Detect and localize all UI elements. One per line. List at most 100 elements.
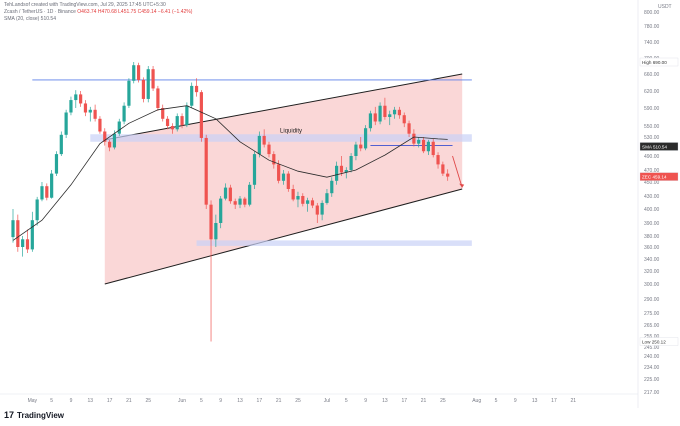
candle (59, 134, 63, 155)
y-tick-label: 275.00 (644, 311, 660, 317)
zec-price-label: ZEC 459.14 (642, 175, 667, 180)
candle (388, 114, 392, 117)
x-tick-label: 17 (257, 398, 263, 404)
candle (185, 105, 189, 126)
candle (301, 196, 305, 204)
liquidity-label: Liquidity (280, 128, 302, 134)
candle (262, 135, 266, 145)
candle (79, 94, 83, 104)
candle (69, 100, 73, 113)
candle (368, 113, 373, 129)
candle (378, 105, 382, 122)
candle (238, 198, 242, 205)
candle (436, 155, 440, 165)
y-tick-label: 320.00 (644, 269, 660, 275)
candle (199, 92, 203, 138)
sma-price-label: SMA 510.54 (642, 145, 667, 150)
candle (359, 144, 363, 149)
candle (214, 223, 218, 240)
liquidity-zone (90, 134, 472, 142)
projection-arrow (452, 155, 463, 188)
candle (426, 141, 430, 152)
candle (354, 144, 358, 156)
sma-line (12, 105, 448, 241)
candle (421, 139, 426, 152)
channel-upper-line (104, 73, 463, 141)
y-tick-label: 740.00 (644, 40, 660, 46)
projection-arrowhead (459, 183, 465, 188)
high-price-label: High 690.00 (642, 60, 667, 65)
candle (320, 202, 324, 215)
candle (431, 141, 435, 156)
y-tick-label: 450.00 (644, 180, 660, 186)
candle (209, 204, 213, 240)
candle (441, 164, 445, 174)
candle (446, 173, 450, 177)
candle (21, 239, 25, 247)
tradingview-brand: 17 TradingView (4, 410, 64, 420)
candle (141, 79, 146, 99)
candle (402, 115, 406, 124)
y-tick-label: 265.00 (644, 323, 660, 329)
sma-price-tag (639, 142, 679, 151)
candle (267, 144, 271, 155)
y-tick-label: 470.00 (644, 168, 660, 174)
sma-legend[interactable]: SMA (20, close) 510.54 (4, 16, 56, 22)
candle (112, 133, 117, 148)
zec-price-tag (639, 172, 679, 181)
candle (330, 180, 334, 194)
x-tick-label: 9 (219, 398, 222, 404)
candle (103, 131, 107, 142)
candle (277, 164, 281, 181)
candle (132, 65, 136, 81)
x-tick-label: 25 (295, 398, 301, 404)
candle (252, 154, 257, 185)
candle (315, 205, 319, 215)
candle (286, 173, 290, 189)
candle (30, 220, 34, 250)
x-tick-label: 21 (421, 398, 427, 404)
y-tick-label: 234.00 (644, 365, 660, 371)
x-tick-label: Aug (472, 398, 481, 404)
candle (16, 220, 20, 247)
candle (325, 193, 329, 203)
demand-zone (196, 240, 472, 246)
x-tick-label: 9 (364, 398, 367, 404)
candle (306, 200, 310, 204)
symbol-ohlc-row: Zcash / TetherUS · 1D · Binance O463.74 … (4, 9, 192, 15)
channel-lower-line (104, 188, 463, 285)
candle (45, 186, 49, 198)
y-tick-label: 550.00 (644, 124, 660, 130)
candle (156, 88, 160, 108)
y-tick-label: 300.00 (644, 282, 660, 288)
y-tick-label: 340.00 (644, 257, 660, 263)
currency-label: USDT (658, 4, 672, 10)
ohlc-values: O463.74 H470.68 L451.75 C459.14 −6.41 (−… (77, 9, 193, 15)
x-tick-label: Jun (178, 398, 186, 404)
chart-credit: TehLandsof created with TradingView.com,… (4, 2, 166, 8)
x-tick-label: 25 (145, 398, 151, 404)
candle (204, 137, 208, 205)
candle (175, 116, 179, 130)
y-tick-label: 590.00 (644, 106, 660, 112)
candle (412, 133, 416, 144)
x-tick-label: 5 (200, 398, 203, 404)
x-tick-label: 13 (237, 398, 243, 404)
candle (257, 135, 261, 155)
candle (223, 187, 228, 199)
candle (190, 85, 194, 106)
y-tick-label: 360.00 (644, 245, 660, 251)
candle (349, 156, 353, 170)
candle (373, 113, 377, 122)
candle (339, 165, 344, 173)
candle (248, 184, 252, 205)
y-tick-label: 400.00 (644, 207, 660, 213)
candle (392, 109, 397, 115)
symbol-label[interactable]: Zcash / TetherUS · 1D · Binance (4, 9, 76, 15)
candle (194, 85, 199, 93)
candle (281, 173, 286, 181)
x-tick-label: 21 (126, 398, 132, 404)
candle (127, 80, 131, 106)
y-tick-label: 660.00 (644, 72, 660, 78)
